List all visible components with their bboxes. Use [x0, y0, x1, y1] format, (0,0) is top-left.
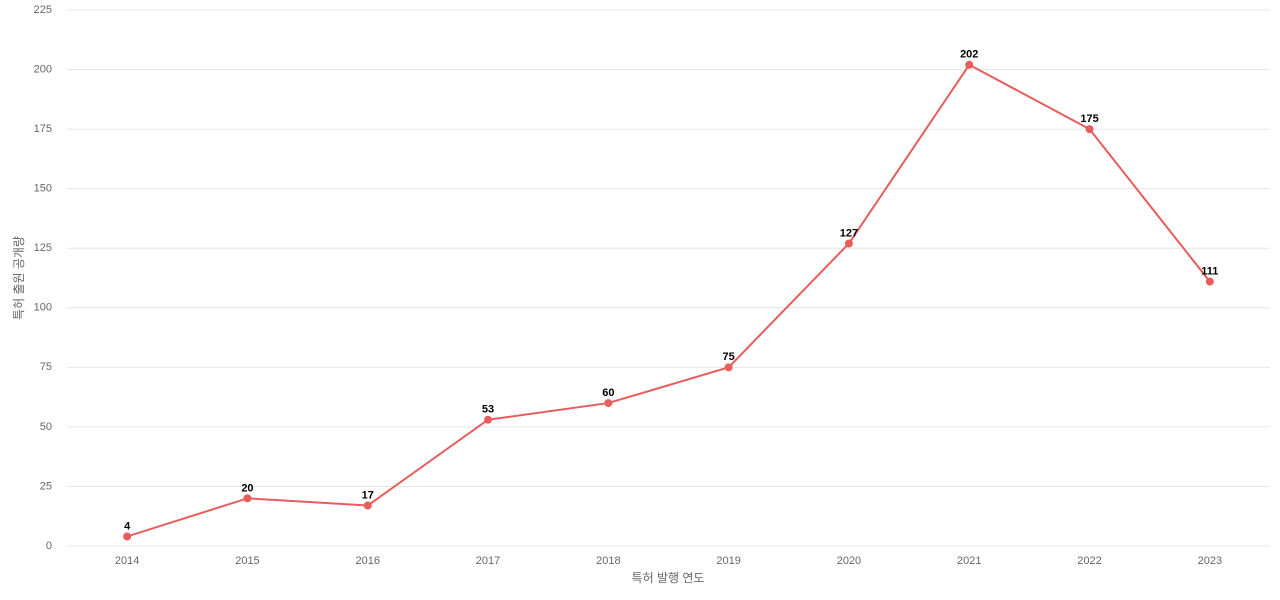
- x-tick-label: 2018: [596, 555, 620, 567]
- value-label: 127: [840, 227, 858, 239]
- point: [363, 501, 372, 510]
- x-axis-title: 특허 발행 연도: [632, 570, 705, 585]
- value-label: 17: [362, 489, 374, 501]
- point: [484, 415, 493, 424]
- value-label: 75: [723, 351, 735, 363]
- y-tick-label: 100: [34, 302, 52, 314]
- y-tick-label: 50: [40, 421, 52, 433]
- y-tick-label: 225: [34, 4, 52, 16]
- point: [1085, 125, 1094, 134]
- value-label: 60: [602, 387, 614, 399]
- x-tick-label: 2016: [356, 555, 380, 567]
- y-tick-label: 75: [40, 361, 52, 373]
- x-tick-label: 2019: [716, 555, 740, 567]
- point: [965, 60, 974, 69]
- x-tick-label: 2015: [235, 555, 259, 567]
- y-tick-label: 200: [34, 63, 52, 75]
- line: [126, 63, 1211, 538]
- x-tick-label: 2017: [476, 555, 500, 567]
- x-tick-label: 2023: [1198, 555, 1222, 567]
- value-label: 4: [124, 520, 131, 532]
- y-tick-label: 25: [40, 480, 52, 492]
- value-label: 20: [241, 482, 253, 494]
- value-label: 175: [1080, 113, 1098, 125]
- x-tick-label: 2014: [115, 555, 139, 567]
- point: [844, 239, 853, 248]
- y-tick-label: 125: [34, 242, 52, 254]
- y-tick-label: 0: [46, 540, 52, 552]
- point: [1205, 277, 1214, 286]
- point: [604, 399, 613, 408]
- value-label: 53: [482, 404, 494, 416]
- y-axis-title: 특허 출원 공개량: [12, 236, 26, 320]
- x-tick-label: 2020: [837, 555, 861, 567]
- x-tick-label: 2021: [957, 555, 981, 567]
- point: [123, 532, 132, 541]
- point: [724, 363, 733, 372]
- y-tick-label: 150: [34, 183, 52, 195]
- y-tick-label: 175: [34, 123, 52, 135]
- value-label: 202: [960, 49, 978, 61]
- x-tick-label: 2022: [1077, 555, 1101, 567]
- point: [243, 494, 252, 503]
- value-label: 111: [1201, 265, 1218, 277]
